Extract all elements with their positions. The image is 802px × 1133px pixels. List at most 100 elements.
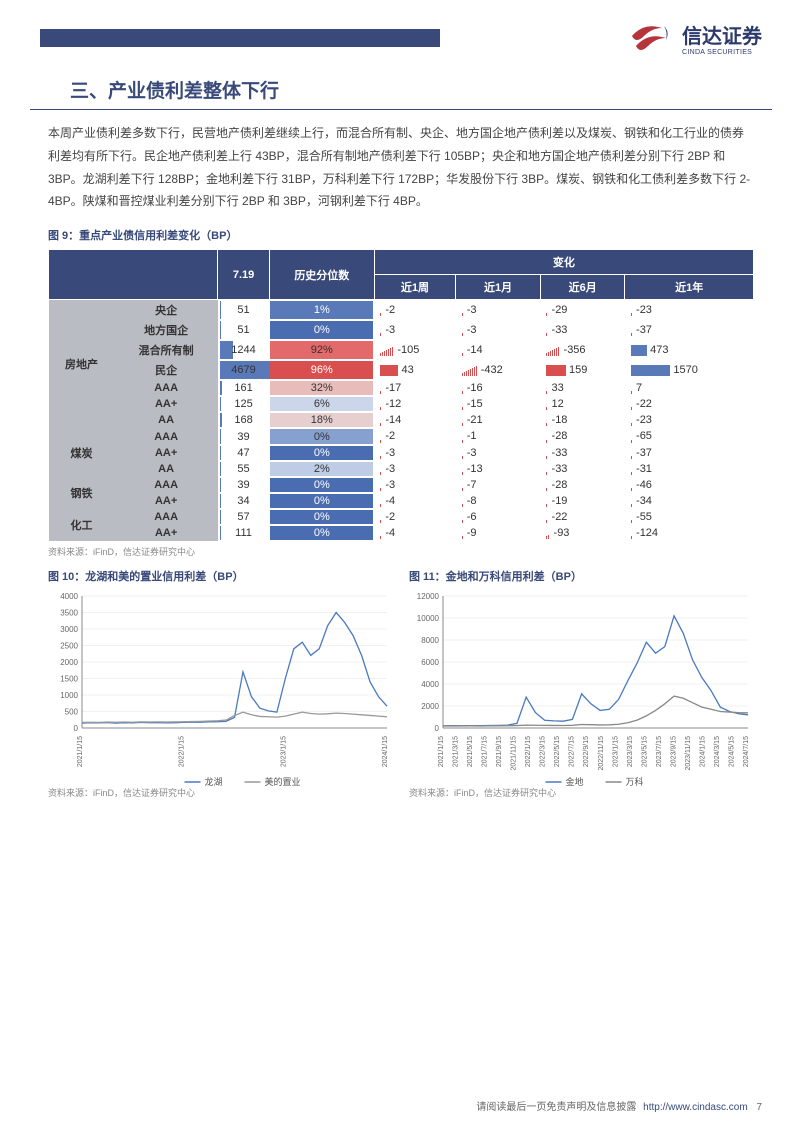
delta-cell: -3 — [456, 300, 541, 321]
val-cell: 111 — [218, 525, 270, 541]
brand-cn: 信达证券 — [682, 20, 762, 49]
svg-text:500: 500 — [65, 708, 79, 717]
val-cell: 161 — [218, 380, 270, 396]
svg-text:2022/7/15: 2022/7/15 — [569, 736, 576, 767]
page-footer: 请阅读最后一页免责声明及信息披露 http://www.cindasc.com … — [476, 1098, 762, 1113]
table-row: AA+1256% -12 -15 12 -22 — [49, 396, 754, 412]
svg-text:金地: 金地 — [566, 776, 584, 787]
th-pct: 历史分位数 — [269, 250, 374, 300]
delta-cell: -15 — [456, 396, 541, 412]
svg-text:2023/3/15: 2023/3/15 — [627, 736, 634, 767]
val-cell: 51 — [218, 320, 270, 340]
table-row: AA+470% -3 -3 -33 -37 — [49, 445, 754, 461]
delta-cell: -13 — [456, 461, 541, 477]
svg-text:8000: 8000 — [421, 636, 439, 645]
delta-cell: -4 — [374, 525, 455, 541]
brand-en: CINDA SECURITIES — [682, 49, 762, 56]
delta-cell: -19 — [540, 493, 625, 509]
row-label: 民企 — [115, 360, 218, 380]
delta-cell: -2 — [374, 509, 455, 525]
delta-cell: -6 — [456, 509, 541, 525]
th-change: 变化 — [374, 250, 753, 275]
fig9-title: 图 9：重点产业债信用利差变化（BP） — [0, 213, 802, 249]
row-label: AAA — [115, 380, 218, 396]
svg-text:4000: 4000 — [421, 680, 439, 689]
svg-text:2021/5/15: 2021/5/15 — [467, 736, 474, 767]
delta-cell: -14 — [374, 412, 455, 428]
table-row: 房地产央企511% -2 -3 -29 -23 — [49, 300, 754, 321]
th-blank — [49, 250, 218, 300]
row-label: AA — [115, 412, 218, 428]
svg-text:1000: 1000 — [60, 691, 78, 700]
delta-cell: -4 — [374, 493, 455, 509]
delta-cell: -12 — [374, 396, 455, 412]
table9-wrap: 7.19 历史分位数 变化 近1周 近1月 近6月 近1年 房地产央企511% … — [0, 249, 802, 541]
delta-cell: -8 — [456, 493, 541, 509]
svg-text:2023/9/15: 2023/9/15 — [670, 736, 677, 767]
svg-text:0: 0 — [74, 724, 79, 733]
th-719: 7.19 — [218, 250, 270, 300]
svg-text:0: 0 — [435, 724, 440, 733]
delta-cell: -1 — [456, 428, 541, 444]
page-header: 信达证券 CINDA SECURITIES — [0, 0, 802, 66]
delta-cell: -2 — [374, 428, 455, 444]
delta-cell: -55 — [625, 509, 754, 525]
chart11-svg: 0200040006000800010000120002021/1/152021… — [409, 590, 754, 792]
svg-text:2023/1/15: 2023/1/15 — [612, 736, 619, 767]
pct-cell: 0% — [269, 320, 374, 340]
delta-cell: -3 — [374, 477, 455, 493]
table-row: 民企467996% 43 -432 159 1570 — [49, 360, 754, 380]
svg-text:2022/5/15: 2022/5/15 — [554, 736, 561, 767]
body-paragraph: 本周产业债利差多数下行，民营地产债利差继续上行，而混合所有制、央企、地方国企地产… — [0, 122, 802, 213]
pct-cell: 2% — [269, 461, 374, 477]
row-label: AAA — [115, 428, 218, 444]
row-label: AAA — [115, 477, 218, 493]
svg-text:6000: 6000 — [421, 658, 439, 667]
svg-text:2024/3/15: 2024/3/15 — [714, 736, 721, 767]
delta-cell: -29 — [540, 300, 625, 321]
delta-cell: -37 — [625, 445, 754, 461]
delta-cell: 33 — [540, 380, 625, 396]
row-group: 化工 — [49, 509, 115, 541]
svg-text:2022/1/15: 2022/1/15 — [525, 736, 532, 767]
delta-cell: 43 — [374, 360, 455, 380]
table-row: AAA16132% -17 -16 33 7 — [49, 380, 754, 396]
delta-cell: -3 — [456, 445, 541, 461]
val-cell: 1244 — [218, 340, 270, 360]
row-label: AAA — [115, 509, 218, 525]
logo-swirl-icon — [624, 18, 674, 58]
footer-text: 请阅读最后一页免责声明及信息披露 — [476, 1102, 636, 1113]
svg-text:2021/7/15: 2021/7/15 — [482, 736, 489, 767]
chart11-canvas: 0200040006000800010000120002021/1/152021… — [409, 590, 754, 780]
delta-cell: -23 — [625, 412, 754, 428]
pct-cell: 6% — [269, 396, 374, 412]
footer-url: http://www.cindasc.com — [643, 1102, 747, 1113]
svg-text:2024/7/15: 2024/7/15 — [743, 736, 750, 767]
chart11-title: 图 11：金地和万科信用利差（BP） — [409, 568, 754, 584]
val-cell: 55 — [218, 461, 270, 477]
pct-cell: 0% — [269, 493, 374, 509]
table-row: 混合所有制124492% -105 -14 -356 473 — [49, 340, 754, 360]
delta-cell: -16 — [456, 380, 541, 396]
val-cell: 34 — [218, 493, 270, 509]
svg-text:2021/3/15: 2021/3/15 — [453, 736, 460, 767]
delta-cell: -23 — [625, 300, 754, 321]
val-cell: 57 — [218, 509, 270, 525]
table-row: 化工AAA570% -2 -6 -22 -55 — [49, 509, 754, 525]
table-row: 钢铁AAA390% -3 -7 -28 -46 — [49, 477, 754, 493]
delta-cell: -33 — [540, 445, 625, 461]
table-row: AA552% -3 -13 -33 -31 — [49, 461, 754, 477]
delta-cell: -37 — [625, 320, 754, 340]
val-cell: 39 — [218, 477, 270, 493]
svg-text:2024/1/15: 2024/1/15 — [699, 736, 706, 767]
row-label: AA+ — [115, 445, 218, 461]
delta-cell: -432 — [456, 360, 541, 380]
delta-cell: 7 — [625, 380, 754, 396]
pct-cell: 92% — [269, 340, 374, 360]
delta-cell: 12 — [540, 396, 625, 412]
delta-cell: 473 — [625, 340, 754, 360]
th-w3: 近6月 — [540, 275, 625, 300]
row-label: AA+ — [115, 525, 218, 541]
delta-cell: -14 — [456, 340, 541, 360]
delta-cell: -33 — [540, 320, 625, 340]
